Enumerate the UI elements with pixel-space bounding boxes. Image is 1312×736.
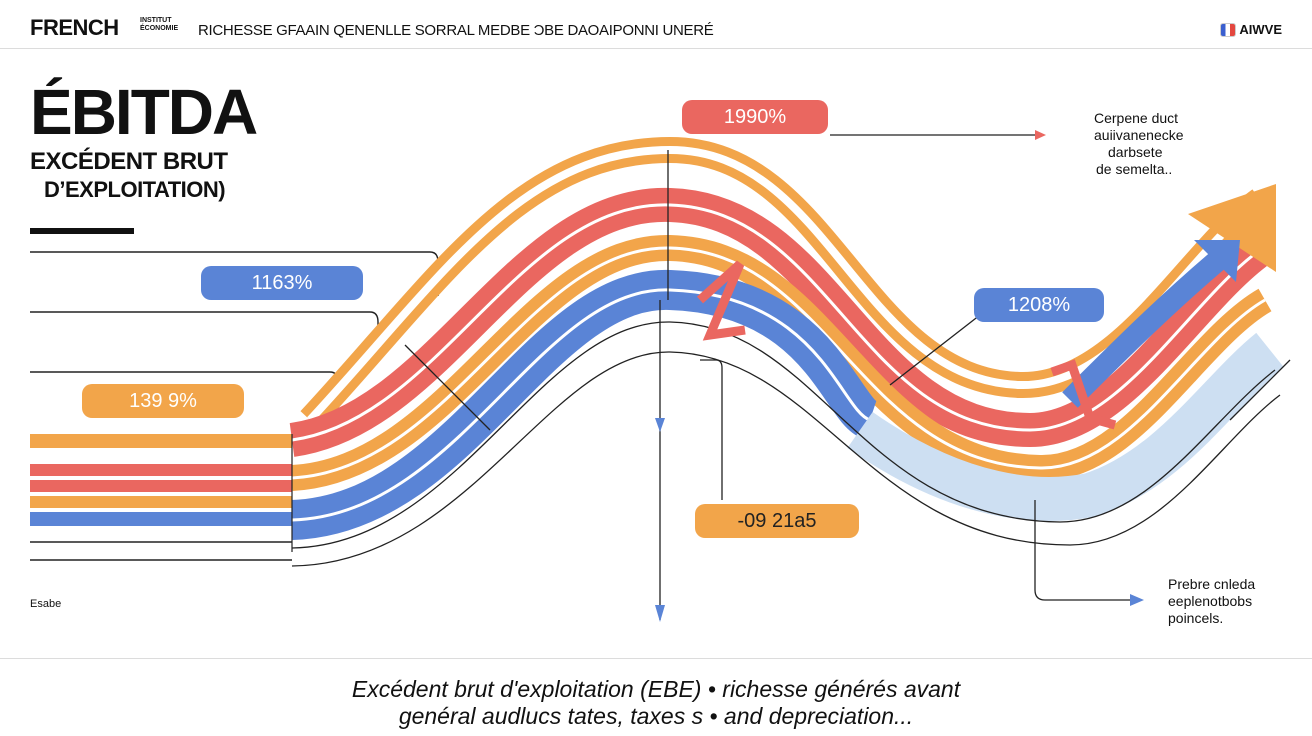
scale-label: Esabe xyxy=(30,598,62,610)
footer-line-2: genéral audlucs tates, taxes s • and dep… xyxy=(398,703,914,729)
red-zigzag-icons xyxy=(696,260,1117,430)
logo-text: AIWVE xyxy=(1239,22,1282,37)
left-stripes xyxy=(30,434,293,552)
callout-bottom-orange: -09 21a5 xyxy=(695,504,859,538)
footer-line-1: Excédent brut d'exploitation (EBE) • ric… xyxy=(351,676,961,702)
callout-left-orange: 139 9% xyxy=(82,384,244,418)
note-line: auiivanenecke xyxy=(1094,127,1184,143)
title-underline xyxy=(30,228,134,234)
callout-top: 1990% xyxy=(682,100,828,134)
band-light-blue xyxy=(847,332,1285,521)
header-subtitle: RICHESSE GFAAIN QENENLLE SORRAL MEDBE ƆB… xyxy=(198,22,714,39)
header-logo: AIWVE xyxy=(1220,22,1282,37)
brand-tagline: INSTITUT ÉCONOMIE xyxy=(140,17,179,32)
note-line: darbsete xyxy=(1108,144,1163,160)
callout-right-blue: 1208% xyxy=(974,288,1104,322)
note-line: de semelta.. xyxy=(1096,161,1173,177)
flag-icon xyxy=(1220,22,1237,37)
note-line: eeplenotbobs xyxy=(1168,593,1253,609)
note-line: Cerpene duct xyxy=(1094,110,1179,126)
header-divider xyxy=(0,48,1312,49)
rising-arrow-icon xyxy=(1188,184,1276,282)
note-line: poincels. xyxy=(1168,610,1224,626)
title-line-1: EXCÉDENT BRUT xyxy=(30,148,228,175)
page-title: ÉBITDA xyxy=(30,76,258,148)
band-blue-right xyxy=(1062,241,1238,408)
note-bottom-right: Prebre cnleda eeplenotbobs poincels. xyxy=(1168,576,1255,627)
brand-name: FRENCH xyxy=(30,15,119,40)
footer-divider xyxy=(0,658,1312,659)
arrow-markers xyxy=(655,130,1144,622)
note-top-right: Cerpene duct auiivanenecke darbsete de s… xyxy=(1094,110,1184,178)
note-line: Prebre cnleda xyxy=(1168,576,1256,592)
title-line-2: D’EXPLOITATION) xyxy=(44,177,226,202)
callout-left-blue: 1163% xyxy=(201,266,363,300)
